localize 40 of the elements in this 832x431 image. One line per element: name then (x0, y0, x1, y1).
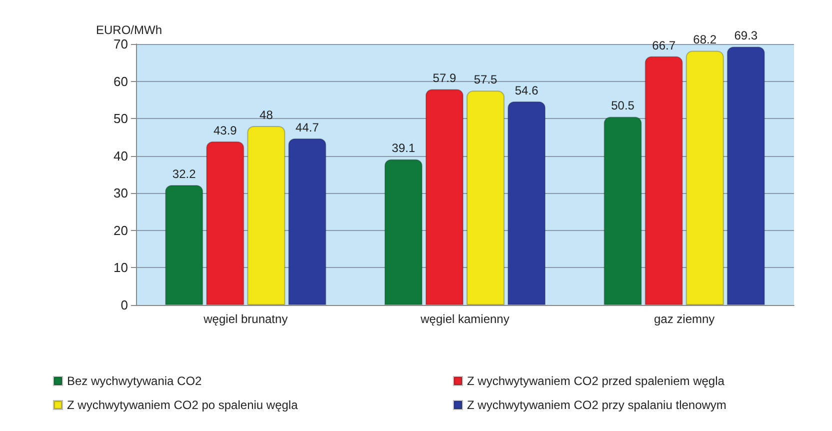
bar (288, 138, 326, 305)
data-label: 39.1 (392, 141, 416, 156)
data-label: 57.9 (432, 71, 456, 86)
bar (247, 126, 286, 305)
bar (165, 184, 204, 305)
bar (466, 90, 505, 305)
data-label: 66.7 (652, 38, 676, 52)
legend-label: Z wychwytywaniem CO2 przed spaleniem węgla (467, 374, 725, 388)
data-label: 32.2 (172, 166, 196, 181)
y-tick-label: 20 (114, 222, 128, 238)
data-label: 69.3 (734, 28, 758, 43)
legend-label: Z wychwytywaniem CO2 po spaleniu węgla (67, 398, 298, 412)
y-tick-label: 40 (114, 148, 128, 164)
data-label: 54.6 (514, 83, 539, 98)
legend-label: Bez wychwytywania CO2 (67, 374, 202, 388)
x-tick-label: gaz ziemny (654, 312, 715, 326)
y-tick-label: 30 (114, 186, 128, 201)
bar (604, 116, 642, 305)
data-label: 50.5 (611, 98, 635, 113)
x-tick-label: węgiel brunatny (202, 312, 288, 326)
y-tick-label: 70 (114, 36, 128, 52)
bar (384, 159, 422, 305)
data-label: 44.7 (296, 120, 320, 134)
x-tick-label: węgiel kamienny (420, 312, 510, 326)
bar (425, 89, 464, 305)
bar (686, 50, 724, 305)
y-tick-label: 0 (120, 298, 128, 312)
legend-label: Z wychwytywaniem CO2 przy spalaniu tlenowym (467, 398, 726, 412)
data-label: 43.9 (213, 123, 238, 138)
y-tick-label: 50 (114, 111, 128, 126)
data-label: 68.2 (693, 32, 717, 47)
bar (508, 101, 546, 305)
y-axis-title: EURO/MWh (96, 23, 162, 37)
y-tick-label: 60 (114, 74, 128, 89)
y-tick-label: 10 (114, 260, 128, 276)
data-label: 48 (260, 108, 274, 122)
bar (206, 141, 244, 305)
data-label: 57.5 (474, 72, 498, 87)
bar (644, 56, 683, 305)
bar (726, 46, 765, 305)
